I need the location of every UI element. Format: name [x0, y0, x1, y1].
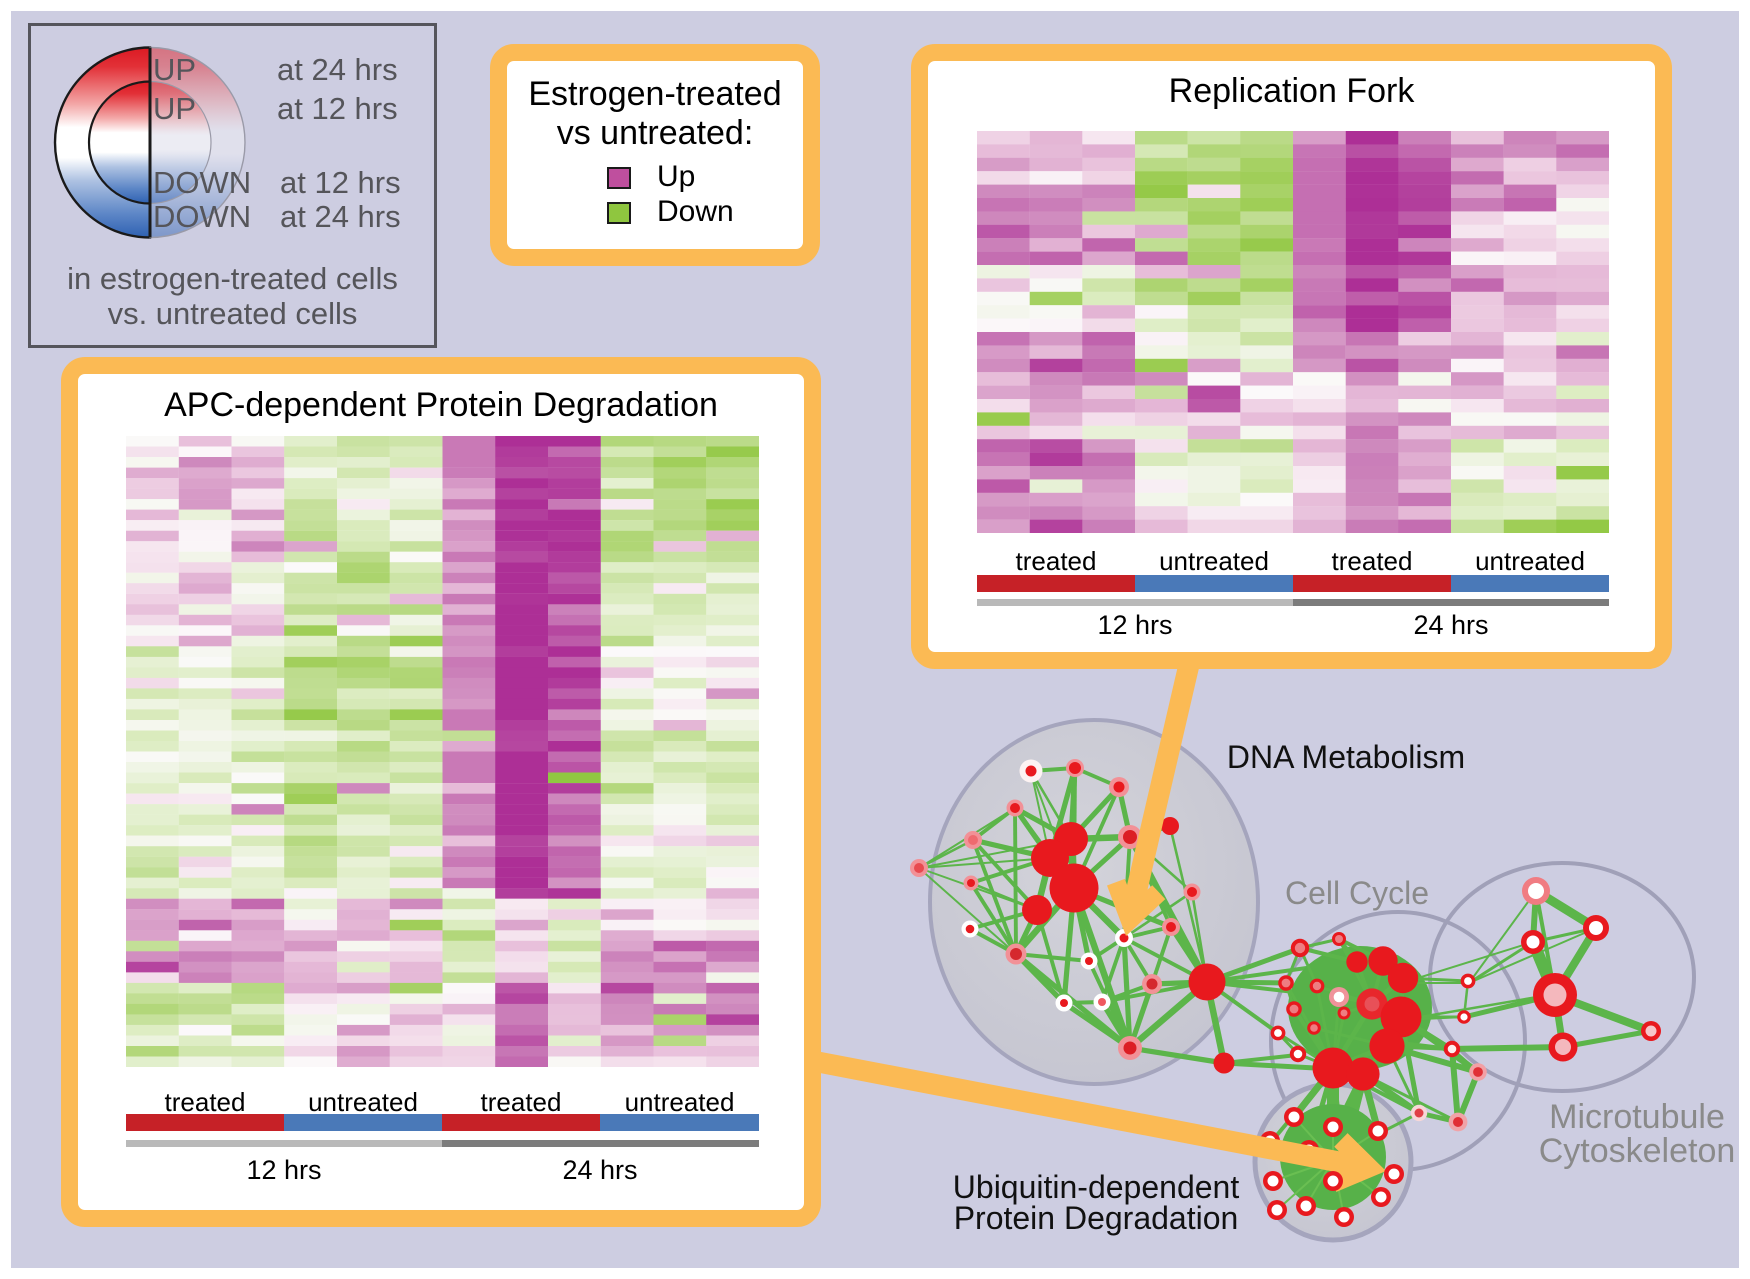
svg-text:DNA Metabolism: DNA Metabolism — [1227, 739, 1465, 775]
svg-text:Ubiquitin-dependent: Ubiquitin-dependent — [953, 1169, 1240, 1205]
svg-text:Cytoskeleton: Cytoskeleton — [1539, 1132, 1736, 1170]
svg-text:Cell Cycle: Cell Cycle — [1285, 875, 1429, 911]
svg-text:Protein Degradation: Protein Degradation — [954, 1200, 1239, 1236]
svg-text:Microtubule: Microtubule — [1549, 1098, 1725, 1136]
